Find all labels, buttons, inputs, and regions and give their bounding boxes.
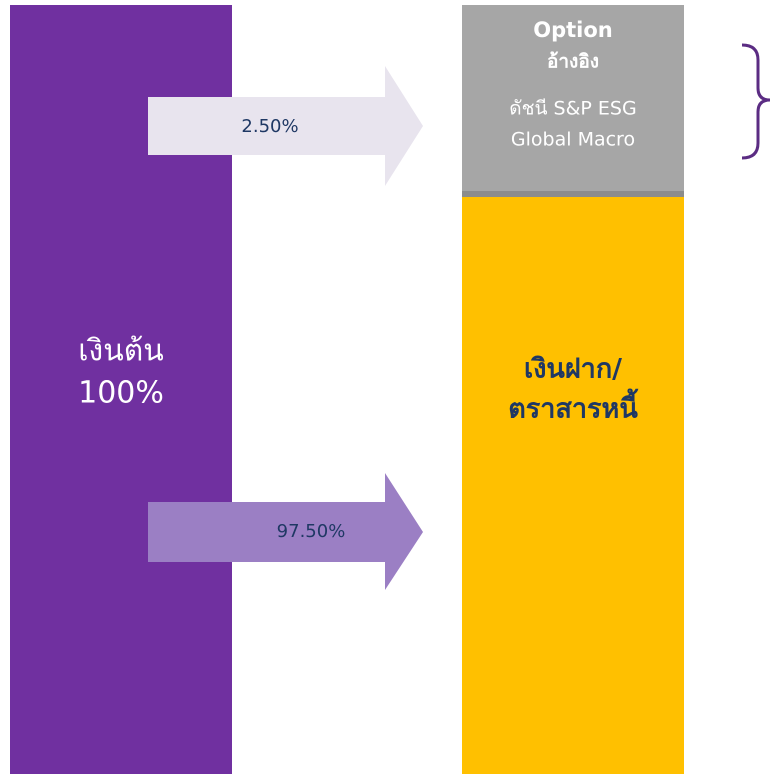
option-line: Option <box>533 18 613 42</box>
brace <box>741 43 771 160</box>
arrow-label: 2.50% <box>241 116 298 137</box>
deposit-box <box>462 197 684 774</box>
option-line: อ้างอิง <box>547 51 599 73</box>
option-line: Global Macro <box>511 129 635 151</box>
option-line: ดัชนี S&P ESG <box>509 98 636 120</box>
deposit-line: เงินฝาก/ <box>524 354 622 385</box>
option-box <box>462 5 684 195</box>
option-shadow <box>462 191 684 197</box>
arrow <box>148 66 423 186</box>
arrow-label: 97.50% <box>277 521 346 542</box>
deposit-line: ตราสารหนี้ <box>508 388 639 425</box>
principal-label: เงินต้น <box>78 334 163 369</box>
principal-value: 100% <box>78 376 164 411</box>
arrow <box>148 473 423 590</box>
